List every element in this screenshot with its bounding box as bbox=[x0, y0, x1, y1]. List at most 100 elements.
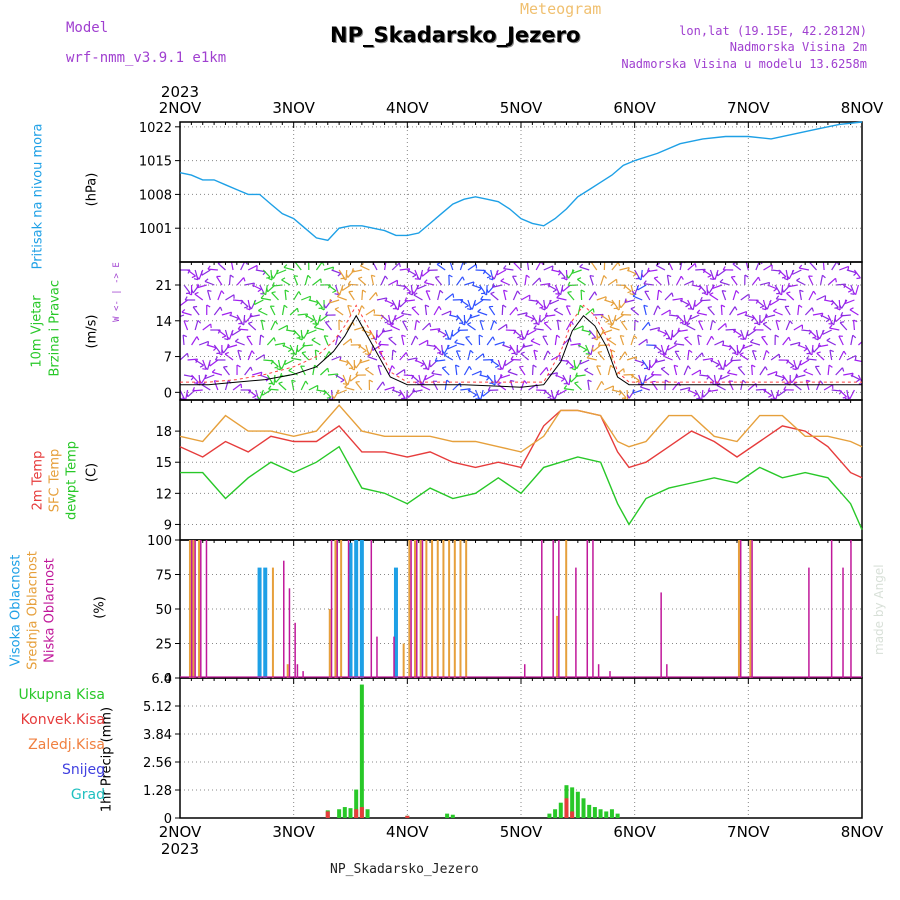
cloud-bar bbox=[328, 609, 331, 678]
wind-barb bbox=[512, 290, 519, 301]
wind-barb-tick bbox=[551, 395, 556, 400]
wind-barb-tick bbox=[503, 265, 507, 269]
wind-barb bbox=[213, 344, 221, 354]
wind-barb bbox=[590, 262, 598, 271]
wind-barb bbox=[592, 344, 602, 352]
wind-barb bbox=[850, 374, 861, 381]
wind-barb-tick bbox=[768, 394, 773, 398]
wind-barb-tick bbox=[274, 320, 279, 325]
wind-barb-tick bbox=[477, 396, 482, 400]
y-tick-label: 3.84 bbox=[143, 728, 172, 743]
wind-barb bbox=[579, 359, 590, 365]
wind-barb bbox=[530, 340, 541, 346]
precip-bar bbox=[450, 814, 455, 818]
wind-barb bbox=[232, 383, 242, 391]
wind-barb-tick bbox=[359, 358, 362, 364]
wind-barb bbox=[683, 280, 694, 286]
wind-barb bbox=[829, 350, 833, 361]
wind-barb bbox=[762, 299, 767, 310]
wind-barb-tick bbox=[783, 277, 789, 281]
wind-barb-tick bbox=[327, 368, 330, 373]
y-tick-label: 12 bbox=[155, 487, 172, 502]
wind-barb-tick bbox=[734, 306, 738, 311]
wind-barb-tick bbox=[482, 292, 487, 296]
wind-barb-tick bbox=[722, 290, 727, 292]
wind-barb-tick bbox=[362, 289, 367, 293]
y-tick-label: 14 bbox=[155, 315, 172, 330]
wind-barb bbox=[526, 262, 530, 271]
wind-barb bbox=[407, 389, 416, 398]
y-tick-label: 15 bbox=[155, 456, 172, 471]
wind-barb bbox=[842, 284, 853, 291]
wind-barb-tick bbox=[696, 309, 701, 314]
wind-barb bbox=[427, 359, 431, 370]
wind-barb-tick bbox=[569, 366, 574, 369]
model-height-label: Nadmorska Visina u modelu 13.6258m bbox=[621, 57, 867, 71]
wind-barb-tick bbox=[320, 278, 322, 283]
wind-barb bbox=[252, 371, 262, 376]
wind-barb bbox=[391, 389, 402, 394]
y-tick-label: 5.12 bbox=[143, 700, 172, 715]
wind-barb bbox=[268, 388, 279, 391]
y-tick-label: 1001 bbox=[139, 222, 172, 237]
wind-barb-tick bbox=[762, 308, 767, 311]
wind-barb bbox=[850, 335, 854, 346]
wind-barb bbox=[849, 389, 855, 400]
y-tick-label: 9 bbox=[164, 518, 172, 533]
wind-barb-tick bbox=[455, 364, 460, 368]
wind-barb-tick bbox=[326, 396, 331, 399]
wind-barb bbox=[382, 329, 393, 333]
wind-barb bbox=[838, 335, 844, 346]
wind-barb-tick bbox=[796, 277, 801, 281]
wind-barb-tick bbox=[694, 263, 697, 268]
wind-barb bbox=[180, 352, 188, 361]
wind-barb-tick bbox=[715, 364, 720, 368]
wind-barb-tick bbox=[450, 260, 454, 261]
wind-barb-tick bbox=[457, 326, 461, 331]
wind-barb bbox=[475, 353, 484, 361]
wind-barb bbox=[816, 295, 826, 301]
y-tick-label: 21 bbox=[155, 279, 172, 294]
wind-barb bbox=[853, 269, 861, 279]
wind-barb bbox=[238, 328, 249, 331]
wind-barb bbox=[293, 275, 299, 286]
wind-barb bbox=[225, 294, 235, 301]
wind-barb-tick bbox=[632, 273, 637, 277]
wind-barb bbox=[284, 359, 294, 366]
wind-barb bbox=[431, 372, 442, 376]
wind-barb-tick bbox=[460, 322, 466, 326]
wind-barb-tick bbox=[425, 304, 430, 308]
wind-barb-tick bbox=[412, 274, 417, 278]
wind-barb-tick bbox=[752, 326, 757, 331]
wind-barb bbox=[411, 307, 420, 316]
wind-barb-tick bbox=[334, 306, 339, 310]
wind-barb bbox=[750, 341, 761, 346]
wind-barb-tick bbox=[828, 364, 833, 368]
wind-barb-tick bbox=[214, 356, 218, 361]
cloud-bar bbox=[436, 540, 439, 678]
wind-barb bbox=[527, 329, 537, 336]
wind-barb-tick bbox=[224, 338, 229, 341]
wind-barb bbox=[774, 374, 785, 379]
wind-barb bbox=[709, 320, 714, 331]
series-0-0-line bbox=[179, 121, 863, 242]
wind-barb bbox=[306, 329, 317, 335]
wind-barb bbox=[259, 374, 270, 380]
wind-barb-tick bbox=[709, 278, 714, 280]
wind-barb-tick bbox=[852, 334, 857, 339]
wind-barb bbox=[707, 307, 715, 316]
wind-barb bbox=[745, 262, 749, 271]
wind-barb bbox=[217, 290, 223, 301]
wind-barb bbox=[531, 364, 534, 376]
wind-barb-tick bbox=[302, 342, 306, 347]
wind-barb bbox=[181, 311, 192, 316]
wind-barb bbox=[785, 320, 791, 331]
precip-bar bbox=[570, 811, 575, 818]
wind-barb-tick bbox=[181, 309, 186, 313]
y-tick-label: 1022 bbox=[139, 121, 172, 136]
precip-bar bbox=[570, 787, 575, 818]
wind-barb-tick bbox=[764, 313, 768, 318]
wind-barb bbox=[549, 299, 560, 305]
wind-barb-tick bbox=[790, 365, 795, 369]
wind-barb bbox=[767, 284, 777, 290]
